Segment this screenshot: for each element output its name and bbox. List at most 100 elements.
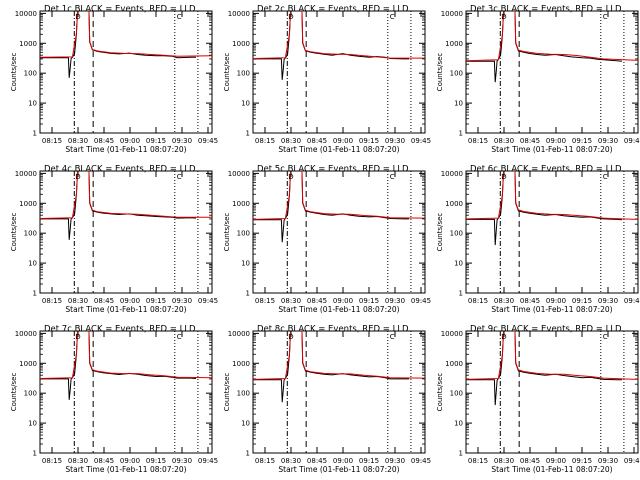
x-tick-label: 09:30 <box>172 297 192 305</box>
y-axis-label: Counts/sec <box>10 53 18 92</box>
y-tick-label: 100 <box>450 230 463 238</box>
detector-panel: 1 10 100 1000 10000 08:15 08:30 08:45 09:00 09:15… <box>10 5 218 155</box>
annotation-label: D <box>288 173 293 181</box>
x-tick-label: 09:15 <box>359 137 379 145</box>
x-tick-label: 09:45 <box>624 297 640 305</box>
detector-panel: 1 10 100 1000 10000 08:15 08:30 08:45 09:00 09:15… <box>10 325 218 475</box>
y-tick-label: 10000 <box>228 10 250 18</box>
x-tick-label: 08:30 <box>494 457 514 465</box>
lld-series-line <box>466 331 638 380</box>
x-axis-label: Start Time (01-Feb-11 08:07:20) <box>65 465 186 474</box>
x-tick-label: 08:45 <box>307 457 327 465</box>
x-tick-label: 09:30 <box>598 297 618 305</box>
series-group <box>466 11 638 83</box>
x-tick-label: 09:45 <box>198 137 218 145</box>
x-tick-label: 08:15 <box>255 457 275 465</box>
y-tick-label: 10 <box>28 100 37 108</box>
x-tick-label: 09:30 <box>172 137 192 145</box>
series-group <box>40 331 212 400</box>
detector-panel: 1 10 100 1000 10000 08:15 08:30 08:45 09:00 09:15… <box>223 5 431 155</box>
annotation-label: D <box>75 13 80 21</box>
panel-title: Det 6c BLACK = Events, RED = LLD <box>470 165 622 175</box>
x-tick-label: 09:00 <box>120 297 140 305</box>
x-tick-label: 09:15 <box>572 457 592 465</box>
annotation-label: D <box>75 333 80 341</box>
y-axis-label: Counts/sec <box>10 373 18 412</box>
plot-frame <box>252 10 426 134</box>
series-group <box>40 11 212 78</box>
y-tick-label: 1 <box>459 450 463 458</box>
lld-series-line <box>253 171 425 220</box>
events-series-line <box>466 11 623 83</box>
y-tick-label: 10 <box>454 420 463 428</box>
x-tick-label: 08:15 <box>255 137 275 145</box>
lld-series-line <box>40 171 212 219</box>
x-tick-label: 08:15 <box>255 297 275 305</box>
series-group <box>253 331 425 403</box>
y-tick-label: 10000 <box>441 10 463 18</box>
x-tick-label: 09:15 <box>146 457 166 465</box>
y-tick-label: 1 <box>33 290 37 298</box>
panel-title: Det 3c BLACK = Events, RED = LLD <box>470 5 622 15</box>
x-tick-label: 09:15 <box>359 297 379 305</box>
y-tick-label: 100 <box>24 230 37 238</box>
x-tick-label: 09:45 <box>198 457 218 465</box>
y-tick-label: 100 <box>450 390 463 398</box>
y-tick-label: 10 <box>454 100 463 108</box>
x-tick-label: 08:30 <box>68 137 88 145</box>
y-tick-label: 1000 <box>445 200 463 208</box>
events-series-line <box>40 331 197 400</box>
y-tick-label: 10000 <box>15 10 37 18</box>
x-tick-label: 08:45 <box>520 297 540 305</box>
x-tick-label: 09:45 <box>624 457 640 465</box>
lld-series-line <box>253 11 425 59</box>
x-axis-label: Start Time (01-Feb-11 08:07:20) <box>491 145 612 154</box>
y-tick-label: 1000 <box>445 40 463 48</box>
annotation-label: D <box>501 333 506 341</box>
annotation-label: D <box>288 333 293 341</box>
annotation-label: C <box>177 173 182 181</box>
series-group <box>466 331 638 406</box>
x-tick-label: 08:30 <box>281 457 301 465</box>
x-tick-label: 09:15 <box>572 137 592 145</box>
events-series-line <box>466 171 623 246</box>
y-tick-label: 1000 <box>232 200 250 208</box>
y-tick-label: 1 <box>459 290 463 298</box>
y-tick-label: 10 <box>454 260 463 268</box>
y-tick-label: 10000 <box>441 170 463 178</box>
detector-panel: 1 10 100 1000 10000 08:15 08:30 08:45 09:00 09:15… <box>436 165 640 315</box>
x-tick-label: 08:15 <box>42 137 62 145</box>
y-tick-label: 1 <box>33 450 37 458</box>
x-tick-label: 08:15 <box>468 137 488 145</box>
x-tick-label: 09:30 <box>172 457 192 465</box>
y-axis-label: Counts/sec <box>436 53 444 92</box>
x-tick-label: 09:00 <box>333 137 353 145</box>
x-tick-label: 09:00 <box>120 137 140 145</box>
y-tick-label: 1 <box>246 290 250 298</box>
x-tick-label: 08:30 <box>281 137 301 145</box>
events-series-line <box>253 331 409 403</box>
y-tick-label: 10 <box>241 260 250 268</box>
y-tick-label: 10 <box>28 260 37 268</box>
plot-frame <box>252 170 426 294</box>
detector-panel: 1 10 100 1000 10000 08:15 08:30 08:45 09:00 09:15… <box>436 325 640 475</box>
y-tick-label: 10 <box>241 100 250 108</box>
y-tick-label: 10000 <box>228 170 250 178</box>
x-tick-label: 09:30 <box>598 457 618 465</box>
y-axis-label: Counts/sec <box>223 53 231 92</box>
x-tick-label: 08:45 <box>94 137 114 145</box>
panel-title: Det 8c BLACK = Events, RED = LLD <box>257 325 409 335</box>
x-tick-label: 08:45 <box>520 137 540 145</box>
annotation-label: D <box>75 173 80 181</box>
lld-series-line <box>466 11 638 62</box>
y-tick-label: 10000 <box>15 330 37 338</box>
y-tick-label: 10000 <box>228 330 250 338</box>
y-tick-label: 1000 <box>19 200 37 208</box>
y-axis-label: Counts/sec <box>223 373 231 412</box>
annotation-label: C <box>390 13 395 21</box>
events-series-line <box>253 11 409 80</box>
annotation-label: C <box>177 13 182 21</box>
annotation-label: C <box>390 173 395 181</box>
plot-frame <box>39 330 213 454</box>
